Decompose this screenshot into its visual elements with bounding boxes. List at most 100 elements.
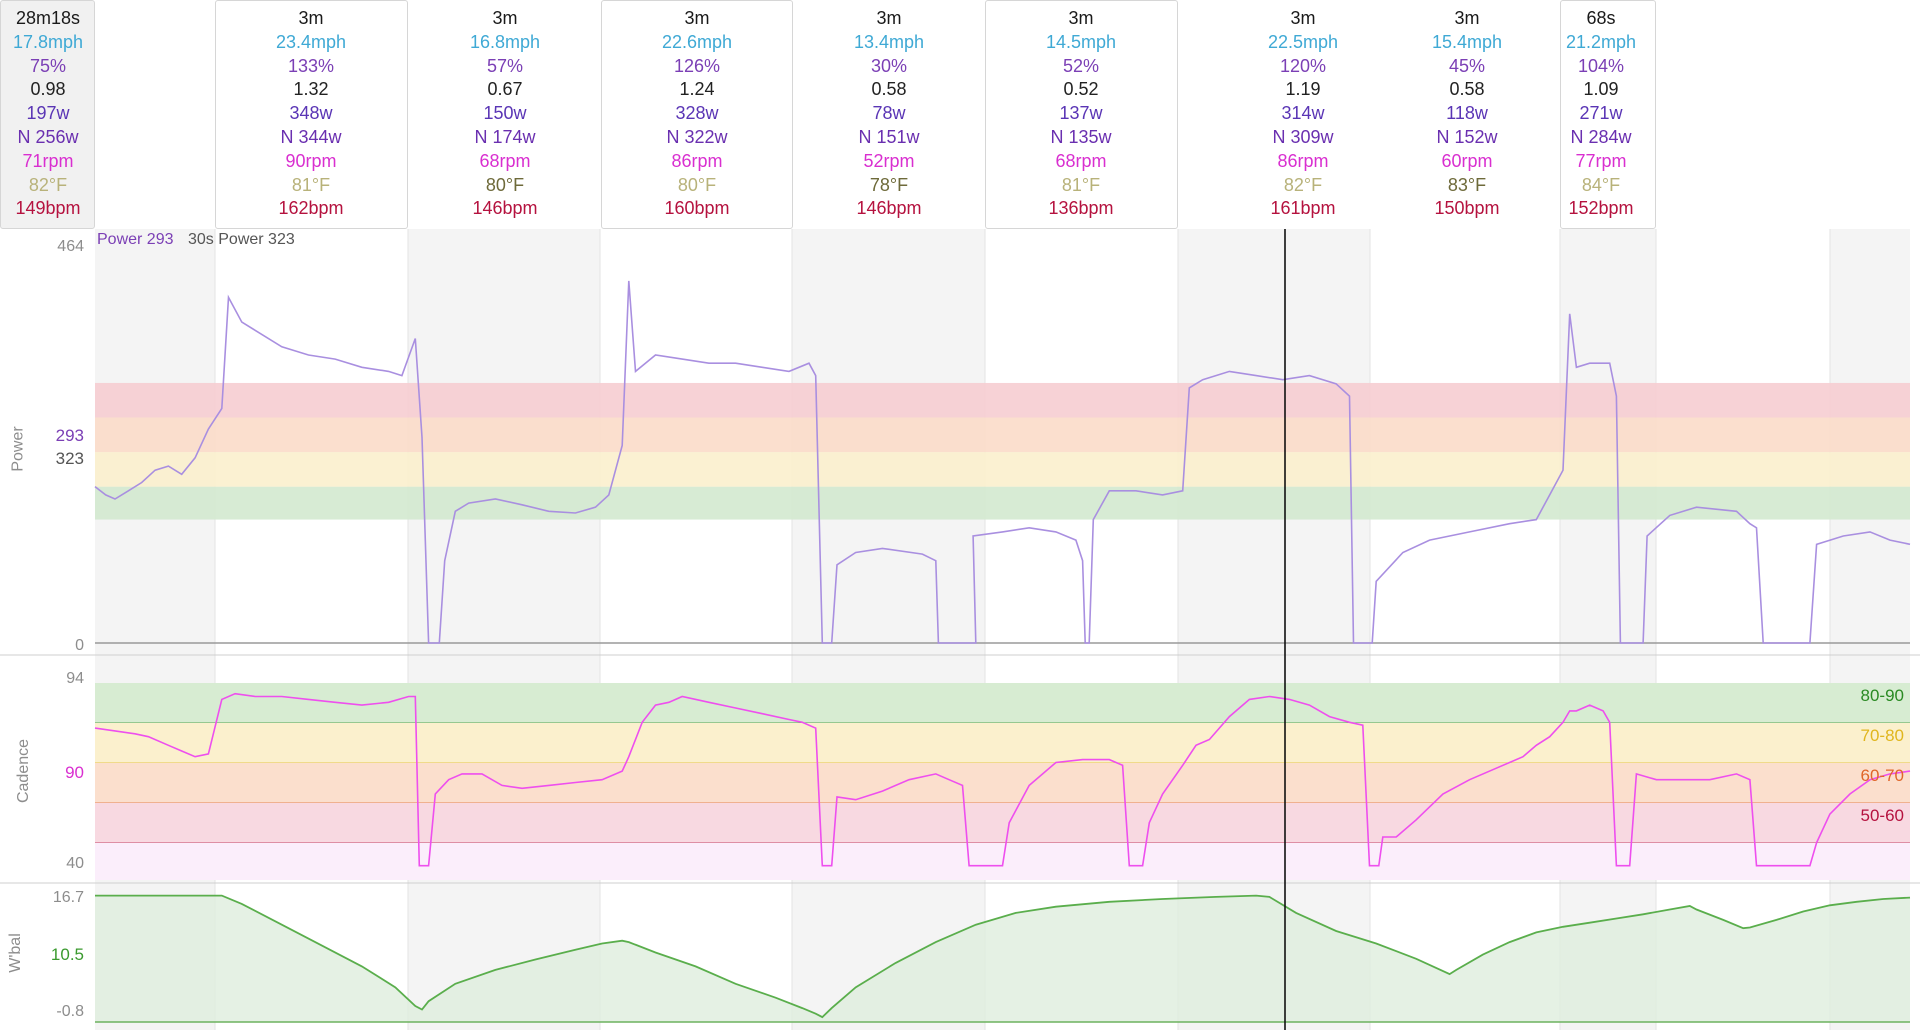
wbal-tick-16-7: 16.7 <box>52 889 84 906</box>
interval-power: 328w <box>675 103 719 124</box>
interval-duration: 3m <box>492 8 518 28</box>
interval-box[interactable] <box>0 0 95 229</box>
interval-np: N 344w <box>280 126 342 147</box>
interval-speed: 23.4mph <box>275 31 347 52</box>
interval-box[interactable] <box>215 0 408 229</box>
interval-np: N 284w <box>1570 126 1632 147</box>
interval-intensity: 45% <box>1448 55 1486 76</box>
interval-temp: 80°F <box>677 174 717 195</box>
cadence-tick-90: 90 <box>65 763 84 782</box>
wbal-area-fill <box>95 895 1910 1022</box>
column-band <box>408 229 600 1030</box>
interval-temp: 78°F <box>869 174 909 195</box>
interval-power: 348w <box>289 103 333 124</box>
interval-speed: 15.4mph <box>1431 31 1503 52</box>
interval-box[interactable] <box>985 0 1178 229</box>
interval-speed: 22.5mph <box>1267 31 1339 52</box>
interval-np: N 135w <box>1050 126 1112 147</box>
interval-box[interactable] <box>1560 0 1656 229</box>
interval-duration: 68s <box>1586 8 1616 28</box>
interval-speed: 21.2mph <box>1565 31 1637 52</box>
power-zone-band <box>95 417 1910 453</box>
column-band <box>1830 229 1910 1030</box>
interval-hr: 160bpm <box>664 198 730 219</box>
cadence-zone-band <box>95 723 1910 763</box>
interval-temp: 80°F <box>485 174 525 195</box>
column-band <box>985 229 1178 1030</box>
cadence-zone-band <box>95 683 1910 723</box>
interval-speed: 14.5mph <box>1045 31 1117 52</box>
interval-summary: 68s 21.2mph 104% 1.09 271w N 284w 77rpm 84°F 152… <box>1516 7 1686 221</box>
wbal-tick-neg-0-8: -0.8 <box>56 1003 84 1020</box>
interval-speed: 16.8mph <box>469 31 541 52</box>
cadence-zone-label-50-60: 50-60 <box>1860 806 1904 825</box>
interval-np: N 152w <box>1436 126 1498 147</box>
interval-speed: 17.8mph <box>12 31 84 52</box>
interval-temp: 82°F <box>1283 174 1323 195</box>
power-zone-band <box>95 486 1910 520</box>
power-tick-293: 293 <box>55 426 84 445</box>
interval-cadence: 86rpm <box>1277 150 1329 171</box>
interval-hr: 161bpm <box>1270 198 1336 219</box>
interval-speed: 13.4mph <box>853 31 925 52</box>
interval-hr: 152bpm <box>1568 198 1634 219</box>
power-tick-0: 0 <box>75 637 84 654</box>
interval-cadence: 86rpm <box>671 150 723 171</box>
legend-power: Power 293 <box>97 231 174 248</box>
interval-temp: 82°F <box>28 174 68 195</box>
column-band <box>1370 229 1560 1030</box>
interval-np: N 256w <box>17 126 79 147</box>
interval-intensity: 133% <box>287 55 335 76</box>
interval-duration: 3m <box>1454 8 1480 28</box>
interval-intensity: 57% <box>486 55 524 76</box>
interval-intensity: 52% <box>1062 55 1100 76</box>
cadence-series-line <box>94 692 1911 867</box>
interval-hr: 149bpm <box>15 198 81 219</box>
interval-np: N 322w <box>666 126 728 147</box>
interval-summary: 3m 23.4mph 133% 1.32 348w N 344w 90rpm 81°F 162b… <box>226 7 396 221</box>
interval-cadence: 60rpm <box>1441 150 1493 171</box>
power-series-line <box>94 280 1911 644</box>
interval-power: 150w <box>483 103 527 124</box>
interval-cadence: 68rpm <box>479 150 531 171</box>
interval-intensity: 104% <box>1577 55 1625 76</box>
interval-duration: 3m <box>1290 8 1316 28</box>
interval-box[interactable] <box>601 0 793 229</box>
column-band <box>792 229 985 1030</box>
interval-ratio: 1.32 <box>293 79 329 100</box>
column-band <box>215 229 408 1030</box>
cadence-zone-label-80-90: 80-90 <box>1860 686 1904 705</box>
interval-duration: 3m <box>876 8 902 28</box>
interval-ratio: 0.52 <box>1063 79 1099 100</box>
interval-intensity: 126% <box>673 55 721 76</box>
interval-ratio: 0.98 <box>30 79 66 100</box>
power-zone-band <box>95 452 1910 487</box>
interval-power: 78w <box>872 103 906 124</box>
interval-np: N 309w <box>1272 126 1334 147</box>
cadence-tick-94: 94 <box>66 670 84 687</box>
cadence-zone-band <box>95 763 1910 803</box>
power-tick-323: 323 <box>55 449 84 468</box>
interval-hr: 162bpm <box>278 198 344 219</box>
interval-power: 197w <box>26 103 70 124</box>
interval-ratio: 1.19 <box>1285 79 1321 100</box>
interval-summary: 28m18s 17.8mph 75% 0.98 197w N 256w 71rpm 82°F 1… <box>3 7 93 221</box>
column-band <box>600 229 792 1030</box>
interval-cadence: 77rpm <box>1575 150 1627 171</box>
interval-np: N 174w <box>474 126 536 147</box>
interval-speed: 22.6mph <box>661 31 733 52</box>
interval-hr: 146bpm <box>856 198 922 219</box>
interval-duration: 28m18s <box>15 8 81 28</box>
interval-cadence: 68rpm <box>1055 150 1107 171</box>
interval-power: 118w <box>1446 103 1488 124</box>
interval-duration: 3m <box>1068 8 1094 28</box>
interval-power: 314w <box>1281 103 1325 124</box>
interval-ratio: 1.09 <box>1583 79 1619 100</box>
interval-ratio: 0.67 <box>487 79 523 100</box>
interval-summary: 3m 13.4mph 30% 0.58 78w N 151w 52rpm 78°F 146bpm <box>804 7 974 221</box>
interval-cadence: 90rpm <box>285 150 337 171</box>
interval-hr: 150bpm <box>1434 198 1500 219</box>
interval-power: 137w <box>1059 103 1103 124</box>
interval-intensity: 30% <box>870 55 908 76</box>
